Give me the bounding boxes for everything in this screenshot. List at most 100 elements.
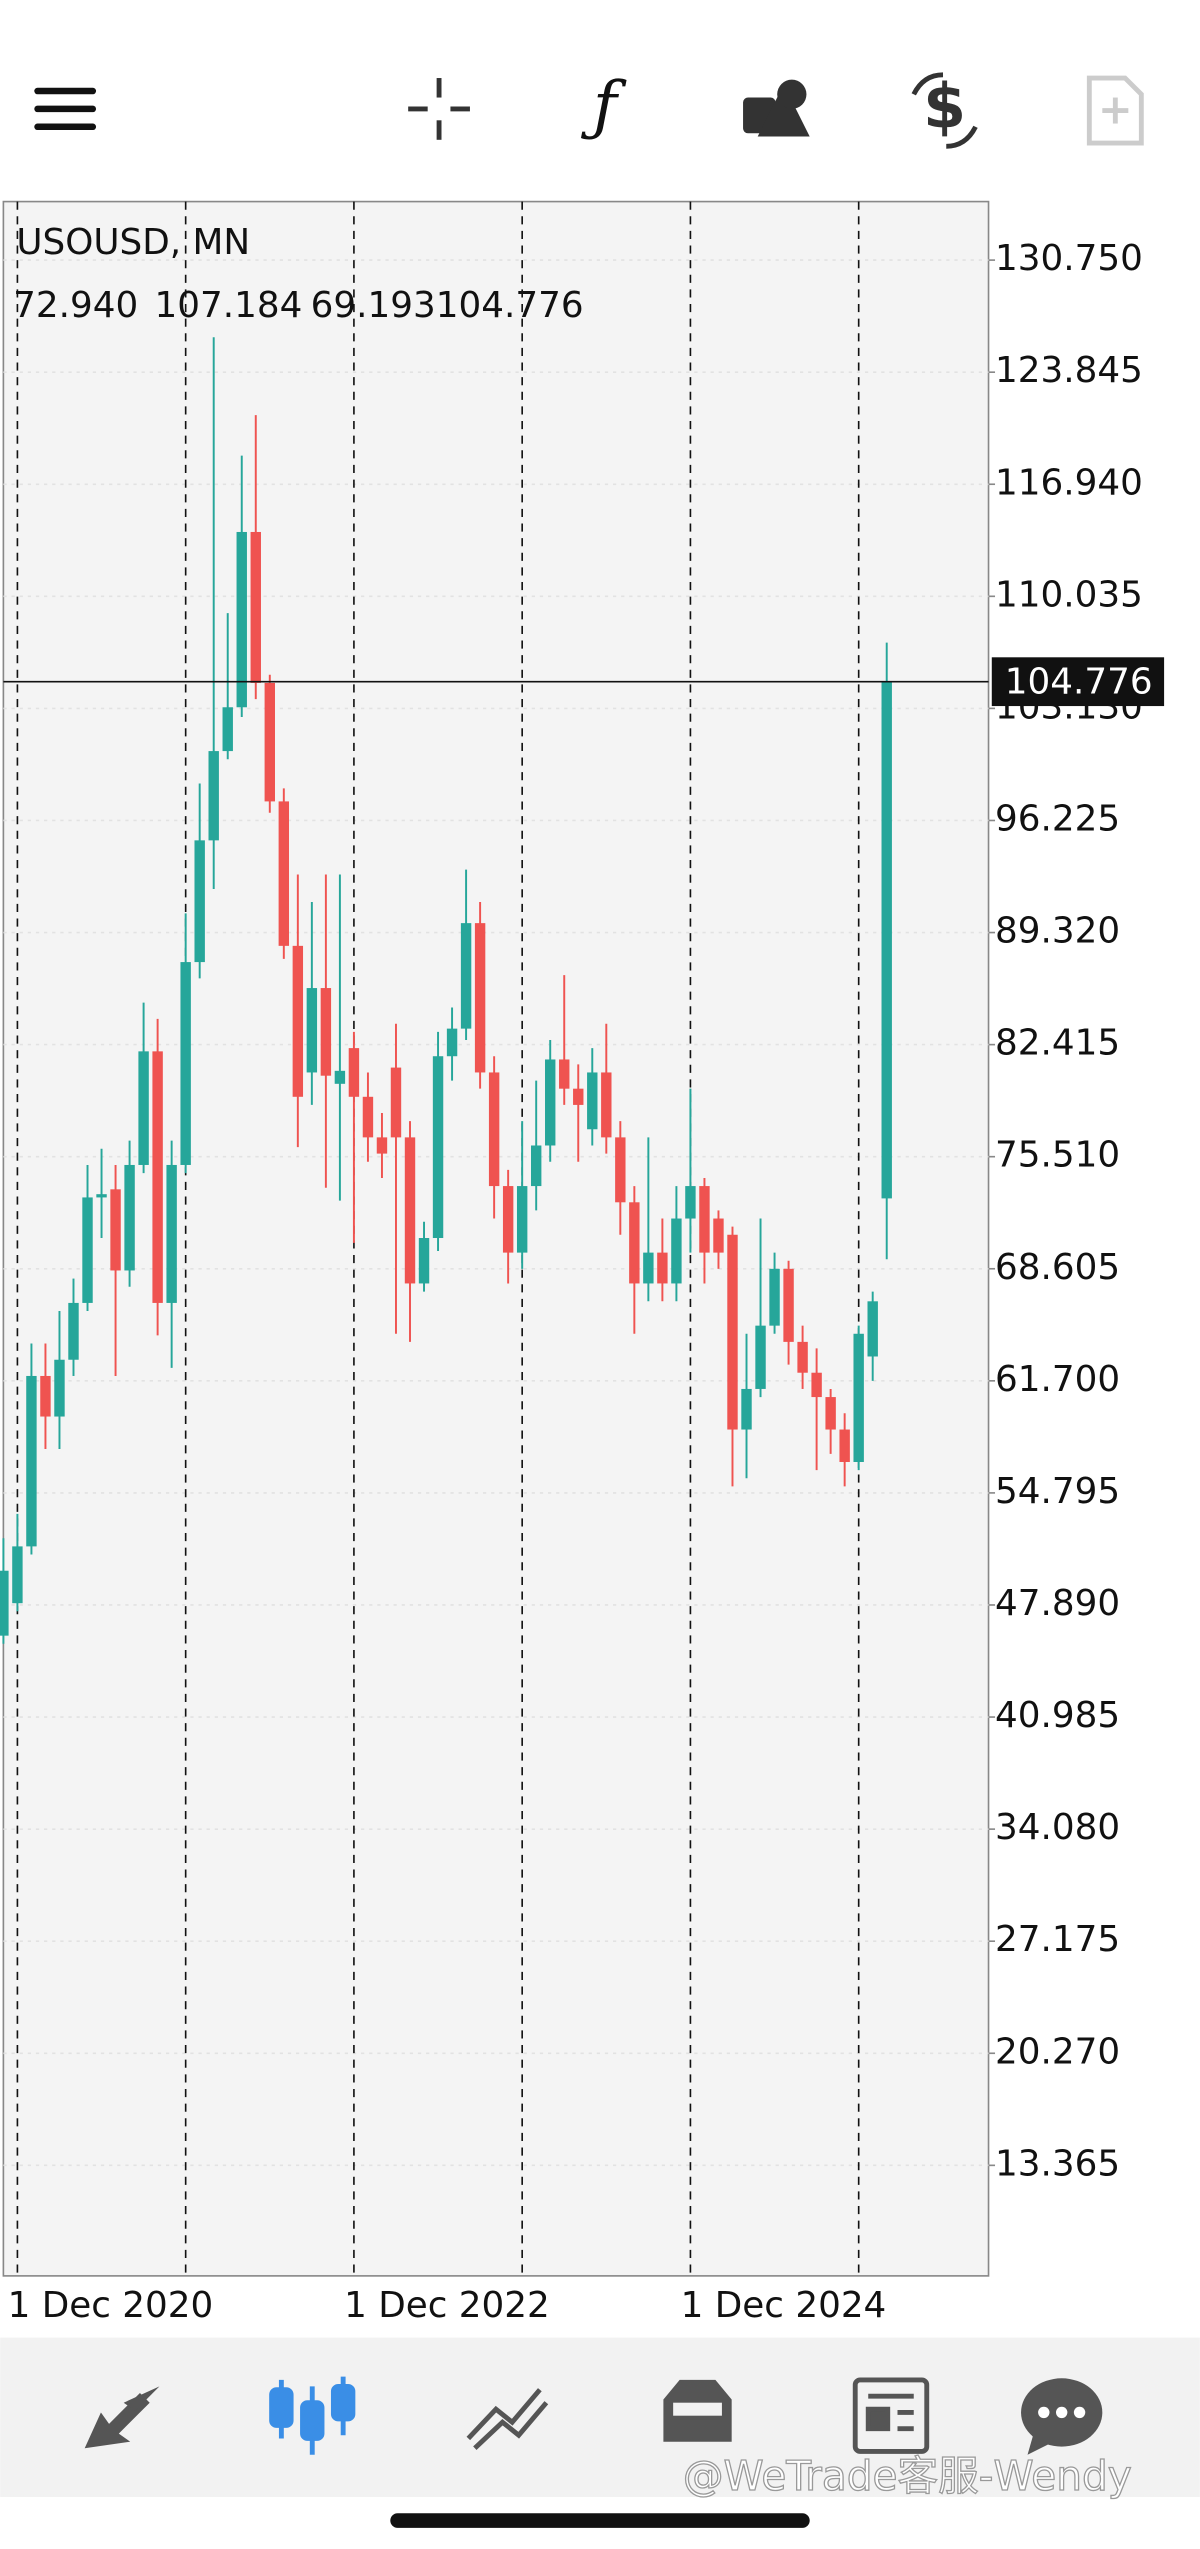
candle-body xyxy=(320,988,332,1076)
chart-area xyxy=(2,200,990,2277)
candle-body xyxy=(839,1429,850,1462)
chart xyxy=(0,201,996,2276)
candle-body xyxy=(516,1186,528,1253)
ohlc-high: 107.184 xyxy=(155,285,303,326)
candle-body xyxy=(306,988,318,1073)
nav-history[interactable] xyxy=(663,2379,732,2442)
y-tick-label: 34.080 xyxy=(995,1807,1120,1848)
y-tick-label: 54.795 xyxy=(995,1471,1120,1512)
candle-body xyxy=(643,1252,654,1284)
candle-body xyxy=(110,1189,121,1271)
candle-body xyxy=(755,1325,766,1389)
y-tick-label: 27.175 xyxy=(995,1919,1120,1960)
y-tick-label: 20.270 xyxy=(995,2031,1120,2072)
candle-body xyxy=(180,962,191,1165)
candle-body xyxy=(502,1186,514,1253)
candle-body xyxy=(601,1072,612,1138)
candle-body xyxy=(783,1268,794,1342)
candle-body xyxy=(40,1375,51,1417)
x-tick-label: 1 Dec 2022 xyxy=(344,2285,550,2326)
symbol-label: USOUSD, MN xyxy=(16,222,250,263)
candle-body xyxy=(96,1194,107,1198)
bottom-nav xyxy=(0,2337,1200,2497)
candle-body xyxy=(152,1051,163,1303)
candle-body xyxy=(376,1137,388,1154)
y-tick-label: 110.035 xyxy=(995,574,1143,615)
candle-body xyxy=(460,923,472,1029)
candle-body xyxy=(432,1056,444,1239)
nav-trade[interactable] xyxy=(466,2388,549,2450)
candle-body xyxy=(741,1388,752,1430)
candle-body xyxy=(166,1164,177,1303)
candle-body xyxy=(867,1301,878,1357)
y-tick-label: 75.510 xyxy=(995,1135,1120,1176)
candle-body xyxy=(208,751,219,841)
new-order-button[interactable] xyxy=(1086,75,1144,146)
candle-body xyxy=(769,1268,780,1326)
candle-body xyxy=(222,707,233,752)
y-tick-label: 68.605 xyxy=(995,1247,1120,1288)
candle-body xyxy=(348,1048,360,1097)
y-tick-label: 47.890 xyxy=(995,1583,1120,1624)
candle-body xyxy=(68,1302,79,1360)
nav-chat[interactable] xyxy=(1021,2378,1103,2455)
candle-body xyxy=(264,682,275,802)
trade-button[interactable]: $ xyxy=(923,71,966,143)
candle-body xyxy=(362,1096,374,1138)
ohlc-open: 72.940 xyxy=(13,285,138,326)
y-tick-label: 40.985 xyxy=(995,1695,1120,1736)
ohlc-close: 104.776 xyxy=(436,285,584,326)
candle-body xyxy=(671,1218,682,1284)
trade-arrows xyxy=(911,72,978,149)
candle-body xyxy=(54,1359,65,1417)
candle-body xyxy=(727,1234,738,1430)
candle-body xyxy=(811,1372,822,1398)
candle-body xyxy=(530,1145,542,1187)
candle-body xyxy=(418,1238,430,1284)
candle-body xyxy=(292,945,304,1097)
nav-news[interactable] xyxy=(852,2377,930,2454)
candle-body xyxy=(629,1202,640,1284)
y-tick-label: 116.940 xyxy=(995,462,1143,503)
top-toolbar xyxy=(0,0,1200,202)
home-indicator xyxy=(390,2513,810,2528)
crosshair-button[interactable] xyxy=(408,78,470,140)
y-tick-label: 123.845 xyxy=(995,350,1143,391)
x-tick-label: 1 Dec 2024 xyxy=(681,2285,887,2326)
candle-body xyxy=(334,1070,346,1084)
watermark: @WeTrade客服-Wendy xyxy=(683,2452,1132,2500)
candle-body xyxy=(278,801,290,946)
candle-body xyxy=(853,1333,864,1462)
menu-button[interactable] xyxy=(34,87,97,131)
y-tick-label: 96.225 xyxy=(995,798,1120,839)
candle-body xyxy=(0,1570,9,1636)
candle-body xyxy=(545,1059,556,1146)
nav-chart[interactable] xyxy=(269,2376,356,2455)
candle-body xyxy=(236,531,247,708)
objects-button[interactable] xyxy=(743,79,810,137)
candle-body xyxy=(474,923,486,1073)
candle-body xyxy=(587,1072,598,1130)
ohlc-low: 69.193 xyxy=(311,285,436,326)
y-tick-label: 89.320 xyxy=(995,911,1120,952)
candle-body xyxy=(573,1088,584,1105)
candle-body xyxy=(615,1137,626,1203)
y-tick-label: 82.415 xyxy=(995,1023,1120,1064)
candle-body xyxy=(82,1197,93,1303)
candle-body xyxy=(390,1067,402,1138)
x-tick-label: 1 Dec 2020 xyxy=(8,2285,214,2326)
candle-body xyxy=(713,1218,724,1253)
y-tick-label: 130.750 xyxy=(995,238,1143,279)
candle-body xyxy=(825,1397,836,1430)
candle-body xyxy=(559,1059,570,1089)
candle-body xyxy=(699,1186,710,1253)
y-tick-label: 61.700 xyxy=(995,1359,1120,1400)
candle-body xyxy=(138,1051,149,1165)
current-price-tag xyxy=(991,657,1165,707)
nav-quotes[interactable] xyxy=(84,2386,160,2449)
candle-body xyxy=(26,1375,37,1547)
candle-body xyxy=(124,1164,135,1271)
candle-body xyxy=(657,1252,668,1284)
